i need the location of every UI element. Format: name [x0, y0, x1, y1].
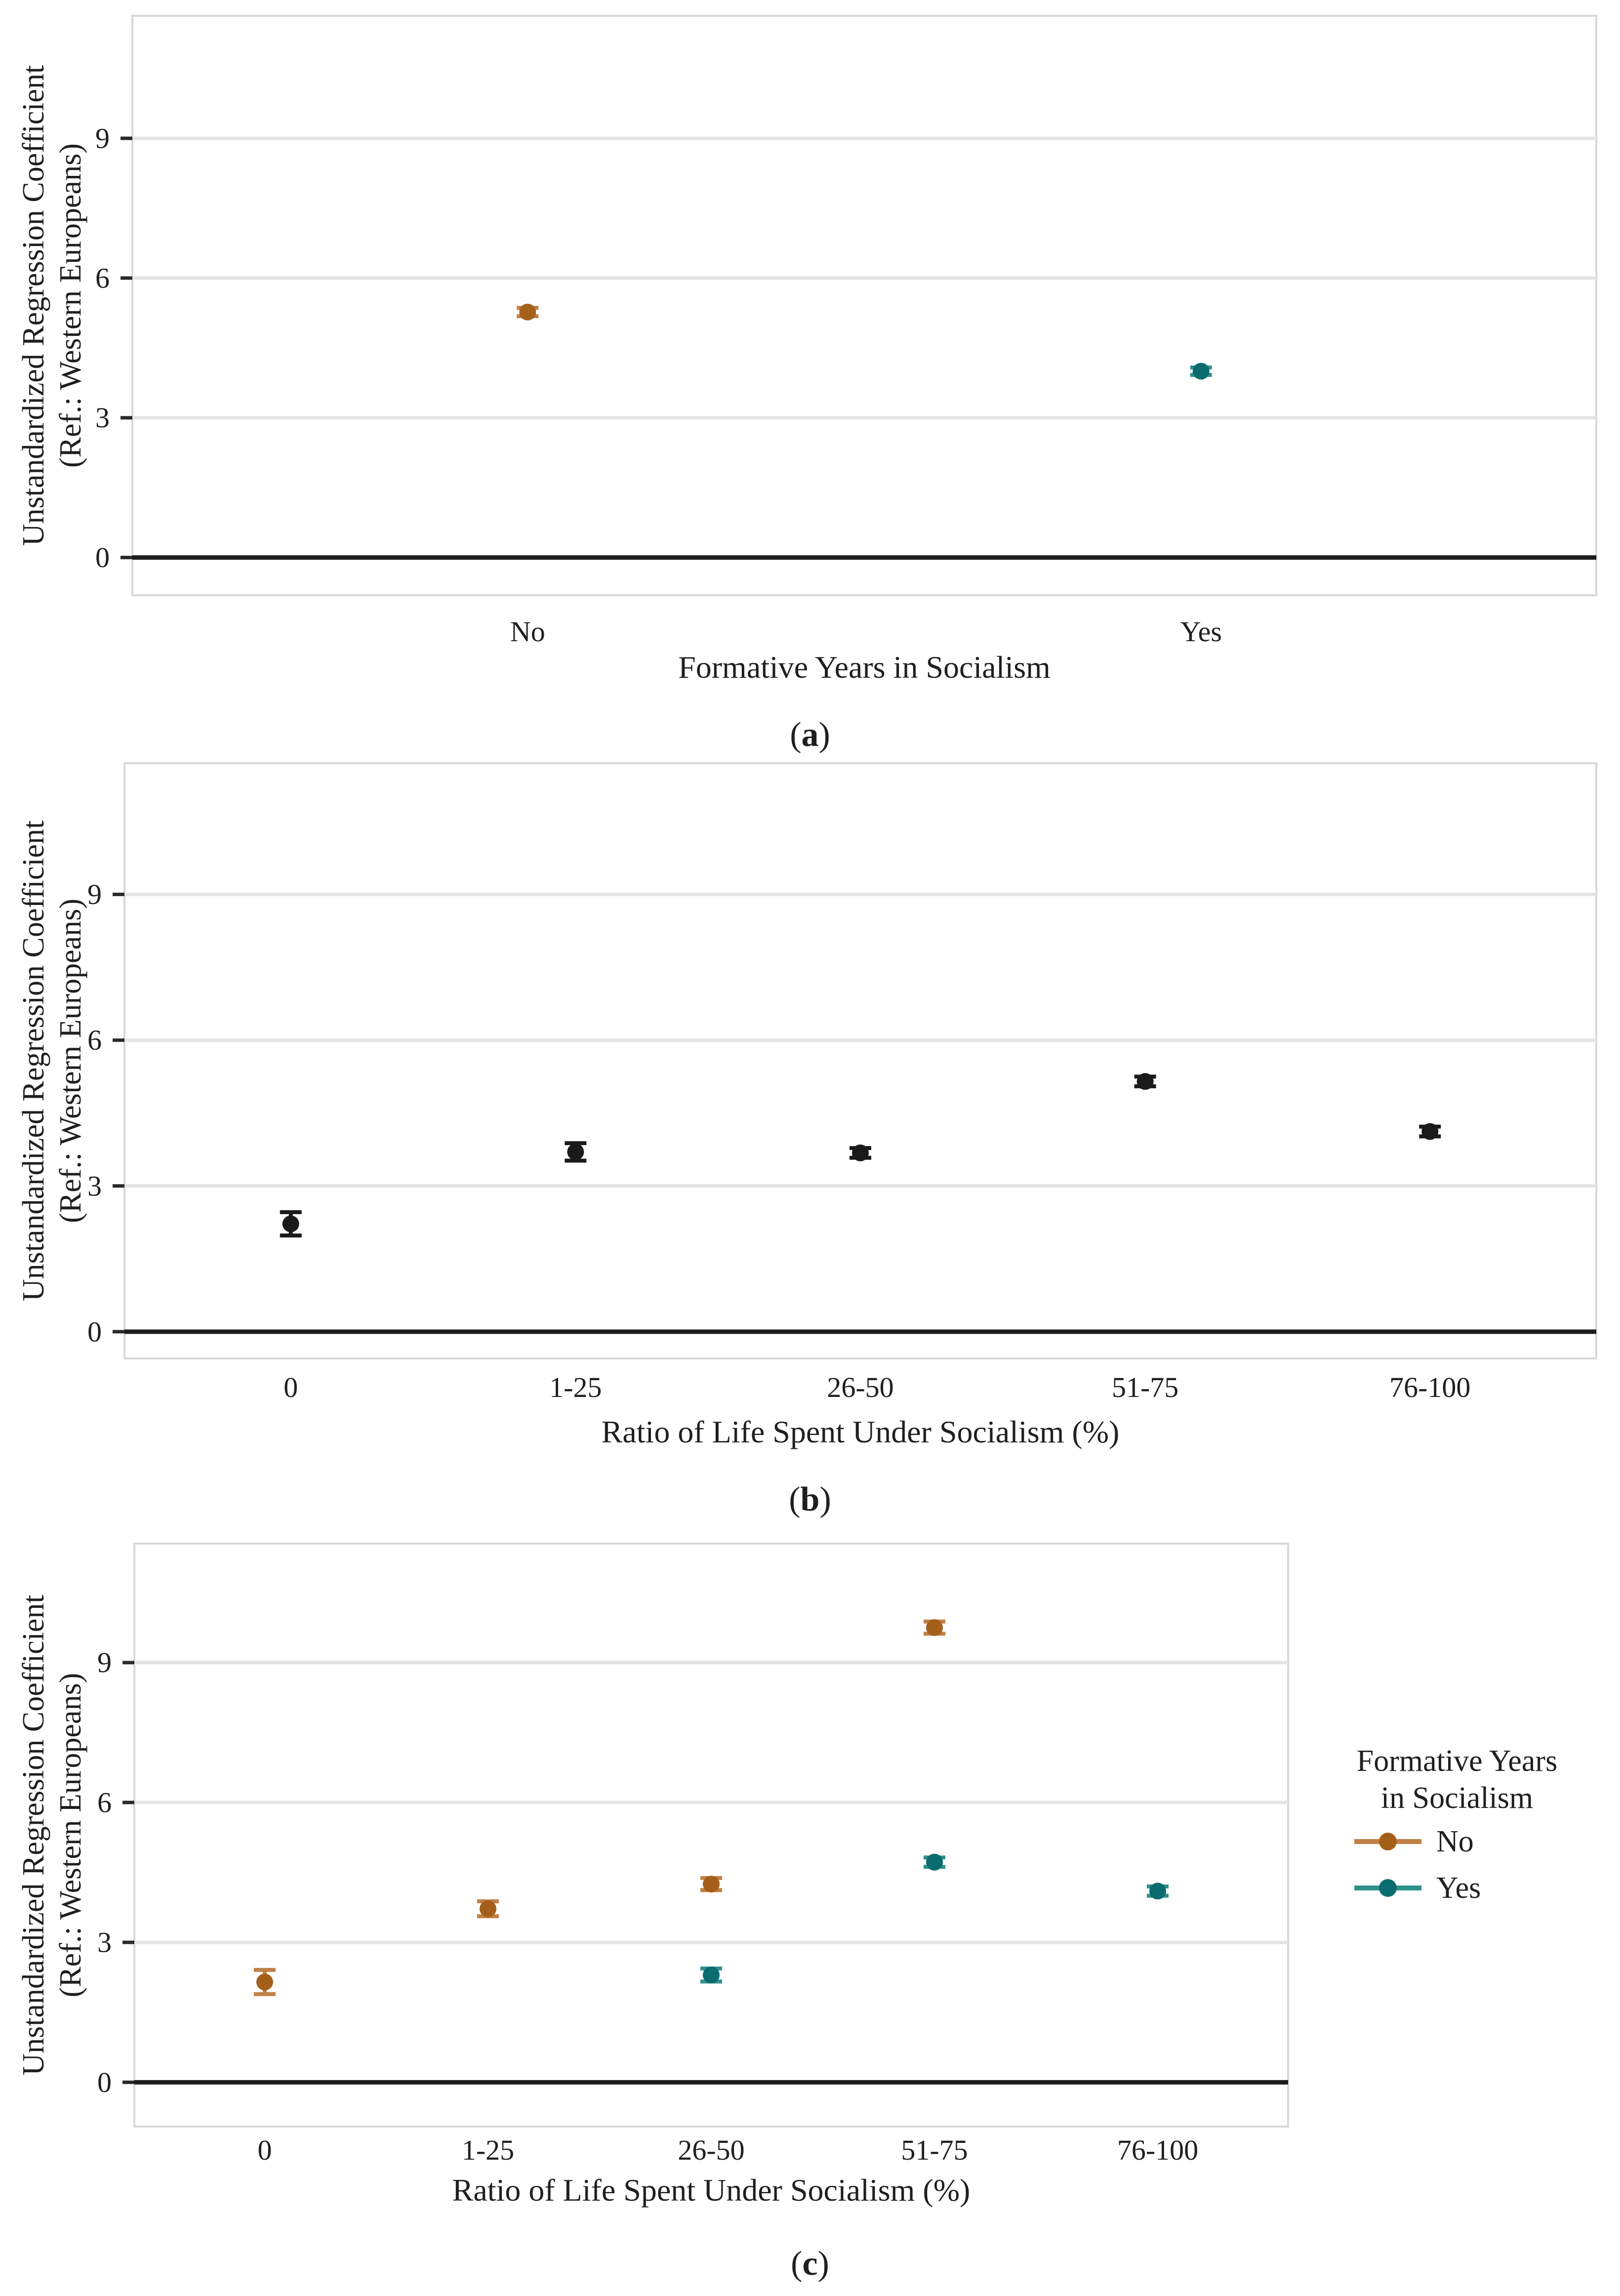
x-tick-label: 51-75 [1112, 1371, 1178, 1403]
x-tick-label: Yes [1180, 615, 1222, 648]
x-tick-label: 1-25 [462, 2134, 514, 2166]
point-no-26-50 [700, 1876, 722, 1893]
point-no-0 [253, 1968, 276, 1996]
legend-key-point [1379, 1833, 1397, 1850]
data-point [256, 1973, 273, 1991]
panel-caption: (c) [791, 2245, 829, 2283]
y-axis-title-line2: (Ref.: Western Europeans) [54, 1673, 87, 1998]
data-point [703, 1876, 720, 1893]
y-axis-title-line1: Unstandardized Regression Coefficient [17, 820, 50, 1301]
data-point [852, 1144, 869, 1161]
panel-b: 0 3 6 9 0 1-25 26-50 51-75 76-100 Unstandardized … [17, 762, 1597, 1518]
x-tick-label: 51-75 [901, 2134, 968, 2166]
y-tick-label: 6 [97, 1786, 112, 1818]
point-yes-Yes [1190, 363, 1212, 380]
data-point [703, 1967, 720, 1984]
legend-item-label: Yes [1436, 1871, 1481, 1905]
point-all-eastern-europeans-76-100 [1419, 1123, 1441, 1140]
data-point [1136, 1073, 1154, 1090]
x-tick-label: 26-50 [827, 1371, 893, 1403]
panel-caption: (a) [790, 716, 830, 754]
x-tick-label: No [510, 615, 545, 648]
point-all-eastern-europeans-0 [280, 1210, 302, 1238]
data-point [519, 303, 536, 321]
y-tick-label: 6 [87, 1024, 102, 1056]
y-axis-title-line1: Unstandardized Regression Coefficient [17, 1595, 50, 2075]
point-no-51-75 [924, 1619, 946, 1636]
point-all-eastern-europeans-1-25 [565, 1141, 587, 1163]
data-point [282, 1215, 299, 1232]
y-tick-label: 0 [97, 2066, 112, 2098]
y-axis-title-line2: (Ref.: Western Europeans) [54, 143, 87, 468]
y-axis-title-line2: (Ref.: Western Europeans) [54, 899, 87, 1223]
y-tick-label: 9 [87, 878, 102, 910]
legend-item-no: No [1354, 1825, 1474, 1858]
legend-key-point [1379, 1879, 1397, 1897]
data-point [479, 1900, 496, 1918]
point-no-1-25 [477, 1899, 499, 1919]
y-axis-title-line1: Unstandardized Regression Coefficient [17, 65, 50, 546]
data-point [1149, 1883, 1167, 1900]
x-axis-title: Ratio of Life Spent Under Socialism (%) [452, 2173, 971, 2208]
x-tick-label: 0 [257, 2134, 272, 2166]
legend-item-label: No [1436, 1825, 1474, 1858]
point-no-No [517, 303, 539, 321]
panel-caption: (b) [789, 1480, 831, 1518]
y-tick-label: 9 [95, 122, 110, 154]
y-tick-label: 6 [95, 262, 110, 294]
point-all-eastern-europeans-26-50 [850, 1144, 871, 1161]
x-axis-title: Formative Years in Socialism [678, 650, 1051, 685]
data-point [1192, 363, 1210, 380]
y-tick-label: 0 [95, 541, 110, 574]
data-point [926, 1619, 943, 1636]
x-axis-title: Ratio of Life Spent Under Socialism (%) [602, 1414, 1120, 1449]
x-tick-label: 26-50 [678, 2134, 744, 2166]
data-point [1421, 1123, 1439, 1140]
x-tick-label: 76-100 [1117, 2134, 1198, 2166]
y-tick-label: 9 [97, 1646, 112, 1679]
panel-border [123, 762, 1597, 1359]
data-point [926, 1853, 943, 1871]
panel-c: 0 3 6 9 0 1-25 26-50 51-75 76-100 Unstandardized … [17, 1543, 1289, 2283]
point-yes-51-75 [924, 1853, 946, 1871]
x-tick-label: 0 [284, 1371, 298, 1403]
legend-title-line1: Formative Years [1357, 1744, 1557, 1778]
point-yes-76-100 [1147, 1883, 1169, 1900]
point-all-eastern-europeans-51-75 [1134, 1073, 1156, 1090]
y-tick-label: 3 [97, 1927, 112, 1959]
point-yes-26-50 [700, 1966, 722, 1984]
panel-border [133, 1543, 1289, 2128]
y-tick-label: 3 [87, 1170, 102, 1202]
x-tick-label: 1-25 [549, 1371, 602, 1403]
legend-title-line2: in Socialism [1381, 1781, 1533, 1815]
panel-border [131, 15, 1597, 596]
legend-item-yes: Yes [1354, 1871, 1481, 1905]
x-tick-label: 76-100 [1389, 1371, 1470, 1403]
data-point [567, 1143, 584, 1160]
panel-a: 0 3 6 9 No Yes Unstandardized Regression Coeff… [17, 15, 1597, 754]
y-tick-label: 0 [87, 1315, 102, 1348]
y-tick-label: 3 [95, 402, 110, 434]
